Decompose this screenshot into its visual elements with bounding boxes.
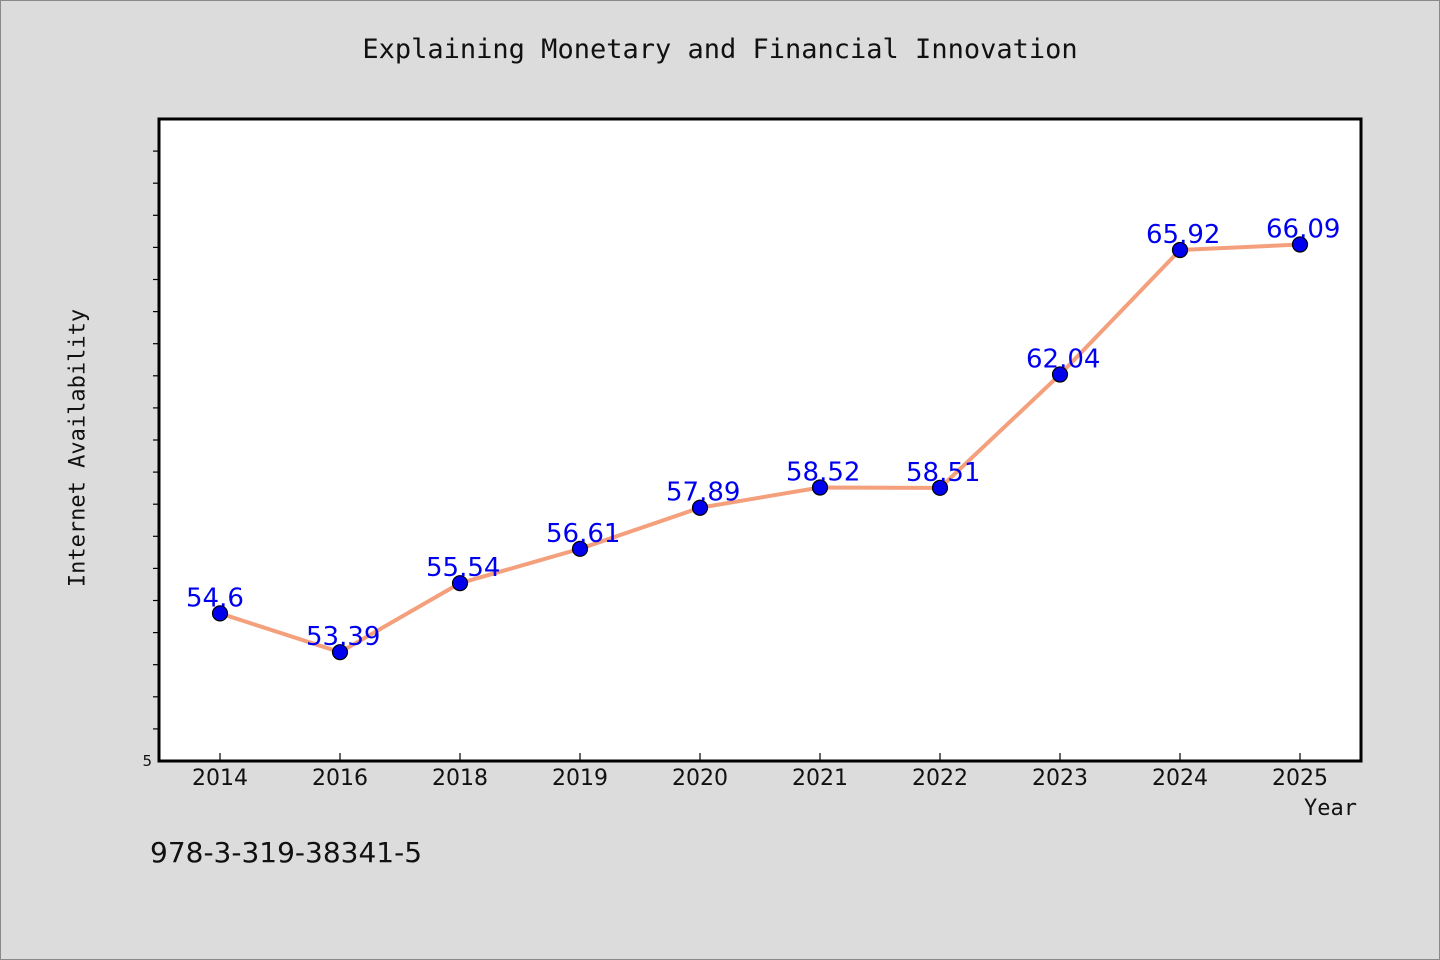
data-label: 53.39 [306,622,380,652]
x-tick-label: 2020 [672,766,728,791]
data-point [571,540,589,557]
data-label: 54.6 [186,583,244,613]
series-line [219,242,1301,655]
data-label: 58.52 [786,458,860,488]
x-tick-label: 2025 [1272,766,1328,791]
data-label: 58.51 [906,458,980,488]
data-point [211,605,229,622]
data-label: 56.61 [546,519,620,549]
x-tick-label: 2024 [1152,766,1208,791]
chart-title: Explaining Monetary and Financial Innova… [362,34,1078,65]
y-tick-label: 5 [142,752,152,770]
data-label: 65.92 [1146,220,1220,250]
data-point [931,479,949,496]
data-point [1171,241,1189,259]
isbn-footnote: 978-3-319-38341-5 [150,836,423,869]
data-point [811,479,829,496]
data-point [331,644,349,661]
x-tick-label: 2014 [192,766,248,791]
x-tick-label: 2016 [312,766,368,791]
x-tick-label: 2019 [552,766,608,791]
data-point [691,499,709,516]
x-tick-label: 2022 [912,766,968,791]
series-layer [211,236,1309,661]
x-tick-label: 2018 [432,766,488,791]
data-label: 66.09 [1266,215,1340,245]
plot-area [157,117,1363,763]
data-label: 57.89 [666,478,740,508]
axis-ticks: 5 2014 2016 2018 2019 2020 2021 2022 2023 2024 202… [142,150,1328,791]
x-tick-label: 2021 [792,766,848,791]
x-tick-label: 2023 [1032,766,1088,791]
data-label: 62.04 [1026,345,1100,375]
data-labels-layer: 54.6 53.39 55.54 56.61 57.89 58.52 58.51 62.04 6… [186,215,1340,653]
data-label: 55.54 [426,553,500,583]
x-axis-label: Year [1304,796,1357,821]
data-point [1051,366,1069,383]
data-point [451,575,469,592]
data-point [1291,236,1309,253]
